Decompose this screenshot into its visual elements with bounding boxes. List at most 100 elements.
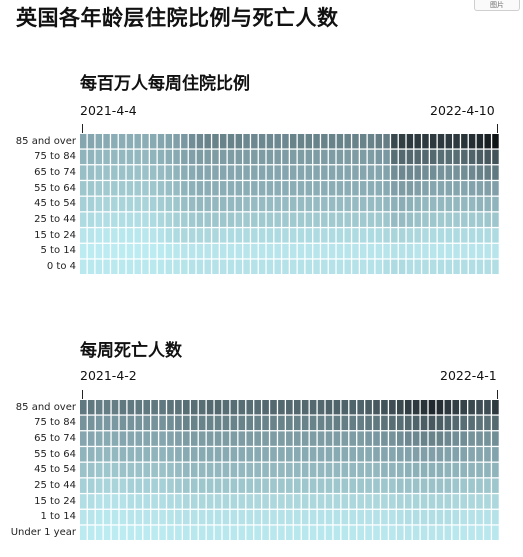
heatmap-cell	[251, 134, 258, 149]
heatmap-cell	[165, 181, 173, 196]
heatmap-cell	[404, 525, 412, 540]
heatmap-cell	[173, 212, 180, 227]
heatmap-cell	[437, 181, 445, 196]
heatmap-cell	[251, 228, 258, 243]
heatmap-cell	[389, 509, 396, 525]
heatmap-cell	[436, 431, 444, 446]
heatmap-cell	[159, 525, 166, 540]
heatmap-cell	[254, 462, 261, 478]
heatmap-cell	[157, 149, 165, 165]
heatmap-cell	[365, 431, 372, 446]
heatmap-cell	[321, 228, 328, 243]
heatmap-cell	[212, 149, 219, 165]
heatmap-cell	[87, 415, 95, 431]
heatmap-cell	[336, 149, 344, 165]
heatmap-cell	[167, 447, 174, 462]
heatmap-cell	[444, 431, 452, 446]
heatmap-cell	[333, 415, 341, 431]
heatmap-cell	[173, 243, 180, 259]
heatmap-cell	[103, 212, 110, 227]
heatmap-cell	[118, 181, 126, 196]
heatmap-cell	[301, 431, 309, 446]
heatmap-cell	[95, 509, 103, 525]
heatmap-cell	[222, 478, 230, 493]
heatmap-cell	[80, 494, 87, 509]
heatmap-cell	[367, 134, 375, 149]
heatmap-cell	[150, 228, 157, 243]
heatmap-cell	[412, 462, 420, 478]
heatmap-cell	[204, 228, 211, 243]
heatmap-cell	[321, 212, 328, 227]
heatmap-cell	[246, 447, 254, 462]
heatmap-cell	[230, 415, 238, 431]
heatmap-cell	[309, 462, 317, 478]
heatmap-cell	[357, 525, 364, 540]
heatmap-cell	[445, 259, 453, 274]
heatmap-cell	[293, 494, 301, 509]
heatmap-cell	[328, 134, 336, 149]
heatmap-cell	[262, 447, 269, 462]
heatmap-cell	[336, 196, 344, 212]
heatmap-cell	[437, 196, 445, 212]
heatmap-cell	[357, 462, 364, 478]
heatmap-cell	[181, 243, 188, 259]
heatmap-cell	[309, 447, 317, 462]
heatmap-cell	[142, 196, 149, 212]
heatmap-cell	[406, 243, 414, 259]
heatmap-cell	[445, 181, 453, 196]
row-label: 45 to 54	[34, 198, 76, 210]
heatmap-cell	[212, 134, 219, 149]
heatmap-cell	[422, 181, 429, 196]
heatmap-cell	[313, 259, 320, 274]
heatmap-cell	[111, 415, 119, 431]
heatmap-cell	[460, 462, 467, 478]
heatmap-cell	[188, 181, 196, 196]
heatmap-cell	[290, 165, 297, 180]
heatmap-cell	[206, 447, 214, 462]
heatmap-cell	[365, 400, 372, 415]
heatmap-cell	[293, 447, 301, 462]
heatmap-cell	[126, 196, 134, 212]
heatmap-cell	[492, 509, 499, 525]
heatmap-cell	[159, 509, 166, 525]
heatmap-cell	[188, 134, 196, 149]
heatmap-cell	[317, 494, 325, 509]
heatmap-cell	[126, 228, 134, 243]
heatmap-cell	[461, 259, 468, 274]
heatmap-cell	[445, 243, 453, 259]
heatmap-cell	[198, 525, 206, 540]
heatmap-cell	[360, 212, 367, 227]
heatmap-cell	[476, 400, 483, 415]
heatmap-cell	[181, 165, 188, 180]
heatmap-cell	[396, 525, 404, 540]
top-corner-button[interactable]: 图片	[474, 0, 520, 11]
heatmap-cell	[305, 181, 313, 196]
heatmap-cell	[476, 259, 484, 274]
heatmap-cell	[238, 462, 246, 478]
heatmap-cell	[453, 196, 460, 212]
heatmap-cell	[383, 181, 390, 196]
heatmap-cell	[204, 165, 211, 180]
heatmap-cell	[333, 447, 341, 462]
heatmap-cell	[103, 165, 110, 180]
heatmap-cell	[286, 462, 293, 478]
heatmap-cell	[383, 149, 390, 165]
heatmap-cell	[118, 134, 126, 149]
heatmap-cell	[476, 165, 484, 180]
heatmap-cell	[126, 149, 134, 165]
heatmap-cell	[103, 228, 110, 243]
heatmap-cell	[375, 196, 383, 212]
heatmap-cell	[396, 509, 404, 525]
heatmap-cell	[422, 149, 429, 165]
heatmap-cell	[246, 525, 254, 540]
heatmap-cell	[214, 478, 222, 493]
heatmap-cell	[391, 149, 398, 165]
heatmap-cell	[389, 431, 396, 446]
heatmap-cell	[173, 165, 180, 180]
heatmap-cell	[476, 134, 484, 149]
heatmap-cell	[254, 400, 261, 415]
heatmap-cell	[445, 165, 453, 180]
heatmap-cell	[352, 259, 359, 274]
heatmap-cell	[111, 462, 119, 478]
heatmap-cell	[293, 509, 301, 525]
